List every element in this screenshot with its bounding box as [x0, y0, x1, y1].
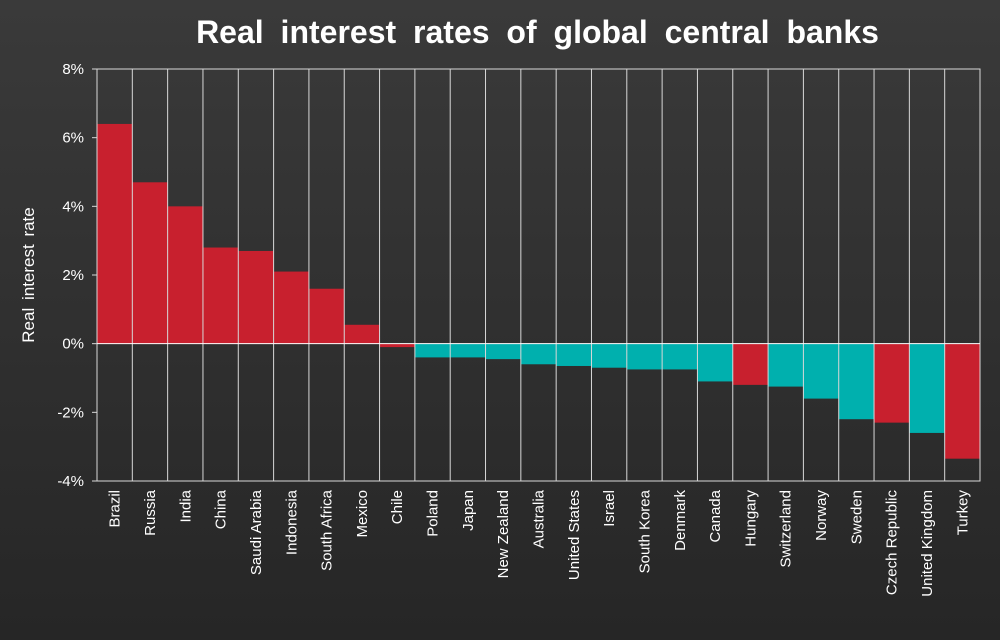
bar-saudi-arabia: [238, 250, 274, 344]
bar-indonesia: [273, 271, 309, 344]
category-label: Sweden: [848, 490, 865, 544]
bar-south-africa: [308, 288, 345, 344]
bar-sweden: [838, 343, 875, 420]
bar-poland: [414, 343, 451, 358]
y-tick-label: -2%: [57, 404, 84, 421]
category-label: Russia: [142, 489, 159, 536]
category-label: New Zealand: [495, 490, 512, 578]
y-tick-label: 2%: [62, 267, 84, 284]
bar-united-kingdom: [909, 343, 945, 433]
chart-title: Real interest rates of global central ba…: [196, 14, 879, 50]
y-tick-label: 6%: [62, 130, 84, 147]
category-label: China: [213, 489, 230, 529]
category-label: Saudi Arabia: [248, 489, 265, 575]
category-label: United States: [566, 490, 583, 580]
y-tick-label: 0%: [62, 336, 84, 353]
bar-mexico: [344, 324, 380, 344]
bar-russia: [132, 182, 168, 344]
category-label: Chile: [389, 490, 406, 524]
category-label: India: [177, 489, 194, 522]
category-label: United Kingdom: [919, 490, 936, 597]
bar-turkey: [944, 343, 980, 459]
bar-brazil: [97, 123, 133, 344]
category-label: Switzerland: [778, 490, 795, 568]
bar-chile: [379, 343, 415, 348]
bar-norway: [803, 343, 839, 399]
bar-denmark: [662, 343, 698, 370]
y-tick-labels: -4% -2% 0% 2% 4% 6% 8%: [57, 61, 84, 490]
category-label: Australia: [531, 489, 548, 548]
category-label: South Korea: [636, 489, 653, 573]
bar-india: [167, 206, 203, 344]
y-axis-title: Real interest rate: [19, 207, 38, 342]
y-tick-label: 4%: [62, 198, 84, 215]
grid-layer: [92, 68, 981, 482]
bar-china: [202, 247, 239, 344]
bar-new-zealand: [485, 343, 521, 360]
bar-south-korea: [626, 343, 663, 370]
bar-japan: [450, 343, 486, 358]
bar-switzerland: [768, 343, 804, 387]
category-label: Czech Republic: [884, 490, 901, 596]
bar-czech-republic: [874, 343, 910, 423]
bar-canada: [697, 343, 733, 382]
category-labels: Brazil Russia India China Saudi Arabia Indone…: [107, 489, 972, 596]
category-label: Norway: [813, 490, 830, 541]
category-label: Denmark: [672, 490, 689, 551]
bar-united-states: [556, 343, 592, 366]
category-label: Brazil: [107, 490, 124, 528]
category-label: Japan: [460, 490, 477, 531]
category-label: Turkey: [954, 490, 971, 536]
bar-hungary: [732, 343, 769, 385]
bars-layer: [97, 123, 980, 459]
y-tick-label: -4%: [57, 473, 84, 490]
category-label: South Africa: [319, 489, 336, 571]
category-label: Israel: [601, 490, 618, 527]
category-label: Hungary: [742, 490, 759, 547]
bar-australia: [520, 343, 557, 365]
category-label: Poland: [425, 490, 442, 537]
category-label: Indonesia: [283, 489, 300, 555]
bar-israel: [591, 343, 627, 368]
category-label: Canada: [707, 489, 724, 542]
y-tick-label: 8%: [62, 61, 84, 78]
category-label: Mexico: [354, 490, 371, 538]
